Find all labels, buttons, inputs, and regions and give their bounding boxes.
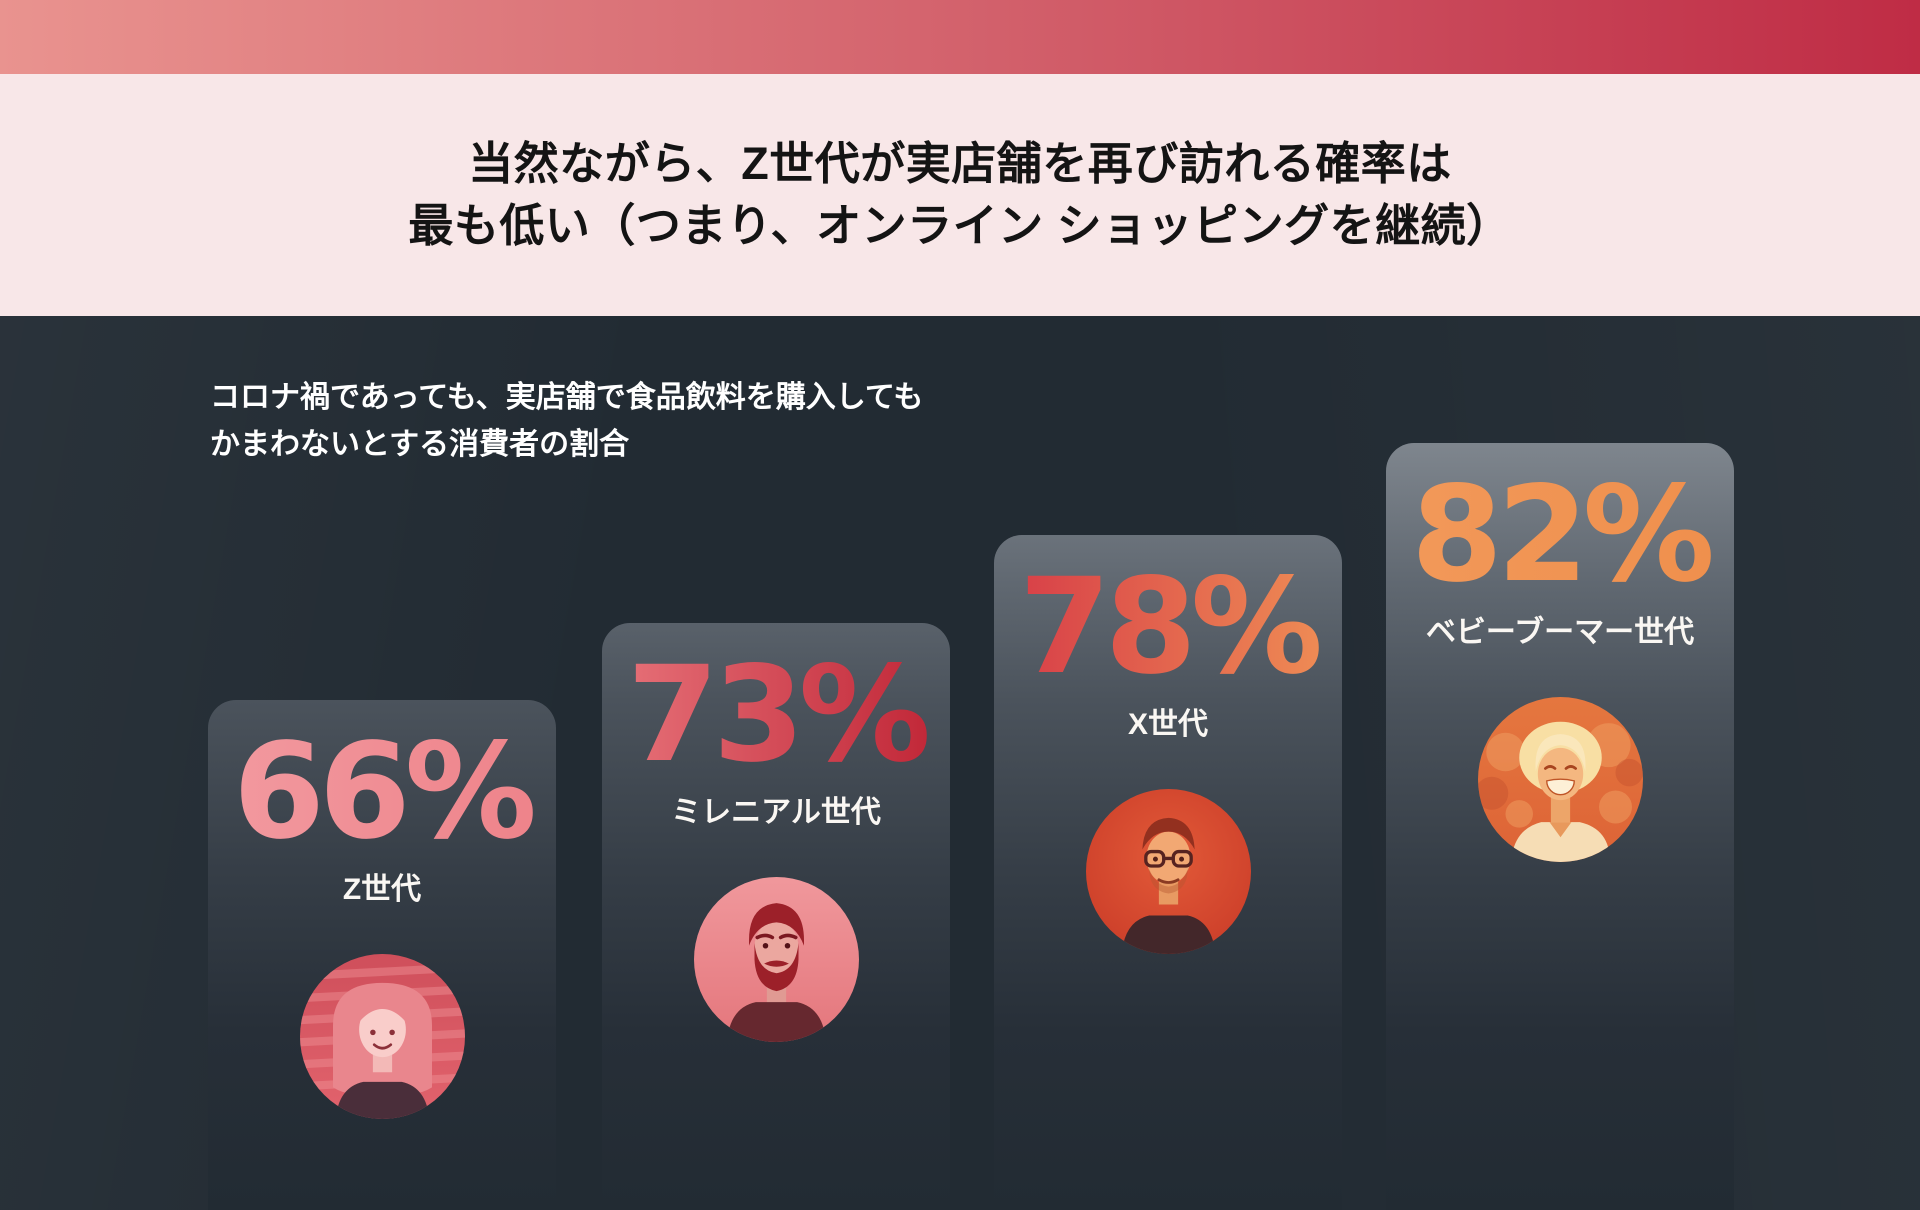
bar-card-millennials: 73% ミレニアル世代 (602, 623, 950, 1210)
bar-card-content: 73% ミレニアル世代 (602, 623, 950, 1042)
avatar-gen-z (299, 954, 465, 1119)
top-accent-bar (0, 0, 1920, 74)
avatar-millennials-illustration (693, 877, 859, 1042)
percent-value-gen-x: 78% (994, 561, 1342, 693)
generation-label-gen-x: X世代 (1127, 708, 1208, 741)
avatar-gen-z-illustration (299, 954, 465, 1119)
bar-card-boomers: 82% ベビーブーマー世代 (1386, 443, 1734, 1210)
percent-value-millennials: 73% (602, 649, 950, 781)
bar-card-content: 78% X世代 (994, 535, 1342, 954)
avatar-gen-x-illustration (1085, 789, 1251, 954)
page-title: 当然ながら、Z世代が実店舗を再び訪れる確率は最も低い（つまり、オンライン ショッ… (408, 133, 1511, 257)
avatar-boomers (1477, 697, 1643, 862)
subtitle-line-1: コロナ禍であっても、実店舗で食品飲料を購入しても (210, 381, 924, 414)
chart-subtitle: コロナ禍であっても、実店舗で食品飲料を購入しても かまわないとする消費者の割合 (210, 374, 923, 468)
title-line-2: 最も低い（つまり、オンライン ショッピングを継続） (408, 200, 1512, 251)
percent-value-gen-z: 66% (208, 726, 556, 858)
bar-card-gen-x: 78% X世代 (994, 535, 1342, 1210)
bar-card-content: 82% ベビーブーマー世代 (1386, 443, 1734, 862)
percent-value-boomers: 82% (1386, 469, 1734, 601)
chart-section: コロナ禍であっても、実店舗で食品飲料を購入しても かまわないとする消費者の割合 6… (0, 316, 1920, 1210)
bar-card-gen-z: 66% Z世代 (208, 700, 556, 1210)
avatar-boomers-illustration (1477, 697, 1643, 862)
avatar-millennials (693, 877, 859, 1042)
title-line-1: 当然ながら、Z世代が実店舗を再び訪れる確率は (468, 138, 1452, 189)
header-band: 当然ながら、Z世代が実店舗を再び訪れる確率は最も低い（つまり、オンライン ショッ… (0, 74, 1920, 316)
generation-label-boomers: ベビーブーマー世代 (1425, 616, 1695, 649)
generation-label-millennials: ミレニアル世代 (671, 796, 881, 829)
avatar-gen-x (1085, 789, 1251, 954)
subtitle-line-2: かまわないとする消費者の割合 (210, 428, 630, 461)
generation-label-gen-z: Z世代 (342, 873, 422, 906)
bar-card-content: 66% Z世代 (208, 700, 556, 1119)
